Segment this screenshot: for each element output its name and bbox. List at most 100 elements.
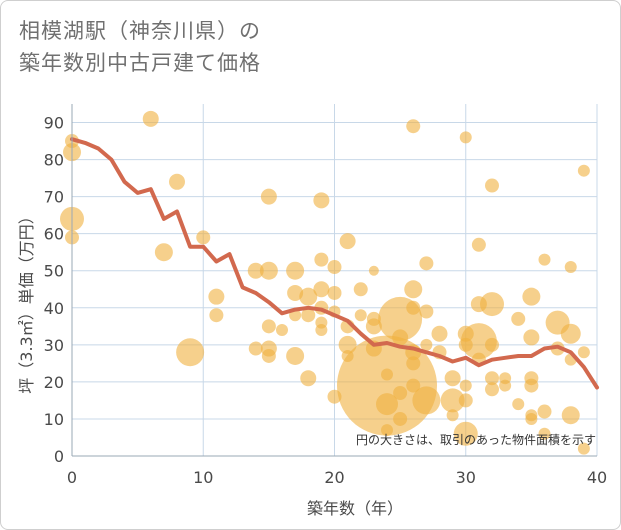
data-bubble (525, 412, 538, 425)
data-bubble (300, 370, 317, 387)
data-bubble (154, 243, 173, 262)
data-bubble (524, 378, 539, 393)
data-bubble (381, 368, 393, 381)
data-bubble (338, 335, 357, 354)
data-bubble (406, 356, 421, 371)
data-bubble (261, 348, 276, 363)
data-bubble (327, 389, 342, 404)
data-bubble (577, 442, 590, 455)
y-tick-label: 90 (44, 114, 64, 133)
x-tick-label: 30 (456, 468, 476, 487)
data-bubble (315, 324, 328, 337)
grid (72, 104, 598, 456)
data-bubble (354, 309, 367, 322)
data-bubble (341, 349, 354, 362)
data-bubble (412, 386, 441, 415)
data-bubble (376, 393, 398, 416)
y-tick-label: 80 (44, 151, 64, 170)
data-bubble (169, 173, 185, 190)
x-tick-label: 20 (324, 468, 344, 487)
data-bubble (485, 178, 499, 193)
data-bubble (353, 282, 368, 297)
data-bubble (538, 253, 551, 266)
data-bubble (419, 304, 434, 319)
bubble-size-note: 円の大きさは、取引のあった物件面積を示す (356, 432, 596, 447)
data-bubble (381, 424, 393, 437)
y-tick-label: 10 (44, 410, 64, 429)
data-bubble (471, 237, 486, 252)
x-axis-label: 築年数（年） (307, 499, 403, 518)
data-bubble (208, 288, 225, 305)
data-bubble (314, 252, 329, 267)
data-bubble (459, 379, 472, 392)
chart-title-line1: 相模湖駅（神奈川県）の (19, 19, 261, 43)
data-bubble (299, 287, 318, 306)
y-tick-label: 40 (44, 299, 64, 318)
data-bubble (480, 292, 504, 317)
data-bubble (366, 311, 381, 326)
average-price-line (70, 137, 599, 390)
data-bubble (327, 260, 342, 275)
data-bubble (457, 325, 474, 342)
data-bubble (209, 308, 224, 323)
data-bubble (392, 329, 409, 346)
data-bubble (485, 382, 499, 397)
data-bubble (560, 323, 581, 344)
data-bubble (287, 284, 304, 301)
data-bubble (561, 406, 580, 425)
data-bubble (431, 325, 448, 342)
data-bubble (313, 192, 330, 209)
data-bubble (577, 346, 590, 359)
data-bubble (260, 188, 277, 205)
data-bubble (406, 119, 421, 134)
y-tick-label: 20 (44, 373, 64, 392)
data-bubble (259, 261, 278, 280)
data-bubble (301, 308, 316, 323)
x-tick-label: 10 (193, 468, 213, 487)
x-tick-label: 40 (587, 468, 607, 487)
data-bubble (577, 164, 590, 177)
data-bubble (313, 281, 330, 298)
average-line-layer (70, 137, 599, 390)
data-bubble (176, 338, 205, 367)
data-bubble (419, 256, 434, 271)
chart-title: 相模湖駅（神奈川県）の 築年数別中古戸建て価格 (19, 15, 261, 79)
y-tick-label: 60 (44, 225, 64, 244)
data-bubble (446, 409, 459, 422)
data-bubble (512, 398, 525, 411)
data-bubble (523, 329, 540, 346)
data-bubble (286, 346, 305, 365)
data-bubble (276, 324, 288, 337)
data-bubble (339, 233, 356, 250)
data-bubble (420, 338, 433, 351)
data-bubble (404, 280, 423, 299)
data-bubble (499, 372, 512, 385)
data-bubble (247, 262, 264, 279)
data-bubble (406, 378, 421, 393)
data-bubble (393, 411, 408, 426)
data-bubble (485, 371, 499, 386)
data-bubble (393, 386, 408, 401)
data-bubble (196, 230, 211, 245)
axes: 0 10 20 30 40 50 60 70 80 90 0 10 20 30 40 (44, 104, 607, 487)
data-bubble (142, 110, 159, 127)
data-bubble (470, 296, 487, 313)
y-tick-label: 30 (44, 336, 64, 355)
bubble-series (60, 110, 590, 455)
chart-title-line2: 築年数別中古戸建て価格 (19, 51, 261, 75)
data-bubble (261, 319, 276, 334)
y-axis-label: 坪（3.3㎡）単価（万円） (17, 208, 36, 393)
data-bubble (564, 261, 577, 274)
y-tick-label: 70 (44, 188, 64, 207)
data-bubble (406, 300, 421, 315)
data-bubble (458, 393, 473, 408)
data-bubble (511, 311, 526, 326)
data-bubble (286, 261, 305, 280)
data-bubble (485, 337, 499, 352)
data-bubble (453, 421, 478, 446)
data-bubble (458, 337, 473, 352)
data-bubble (368, 265, 379, 276)
data-bubble (327, 285, 342, 300)
